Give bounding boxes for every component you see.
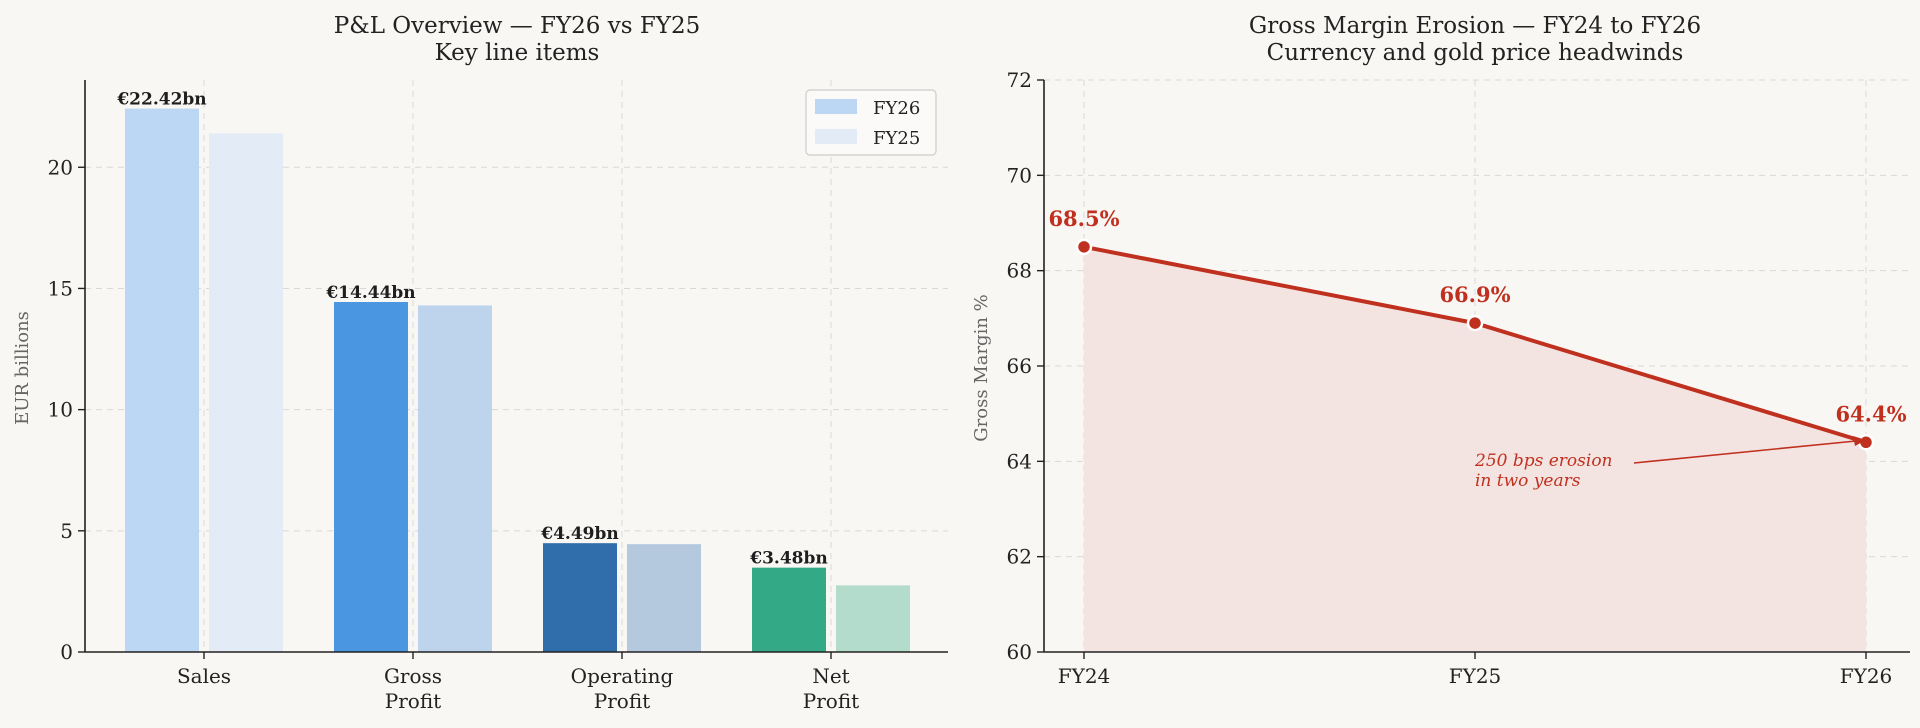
bar-fy26-2 bbox=[543, 543, 617, 652]
bar-y-tick-label: 20 bbox=[48, 155, 73, 179]
bar-chart-title: P&L Overview — FY26 vs FY25 bbox=[334, 13, 701, 39]
bar-value-label: €4.49bn bbox=[540, 524, 618, 544]
erosion-annotation: 250 bps erosion in two years bbox=[1474, 436, 1866, 491]
annotation-line-1: 250 bps erosion bbox=[1474, 451, 1613, 471]
annotation-arrowhead bbox=[1853, 436, 1866, 446]
line-y-tick-label: 66 bbox=[1007, 354, 1032, 378]
bar-y-tick-label: 0 bbox=[60, 640, 73, 664]
bar-x-tick-label: Profit bbox=[385, 689, 441, 713]
bar-y-tick-label: 5 bbox=[60, 519, 73, 543]
margin-area-fill bbox=[1084, 246, 1866, 653]
bar-chart-y-ticks: 0 5 10 15 20 bbox=[48, 155, 85, 664]
legend-swatch-fy26 bbox=[815, 99, 857, 114]
margin-point-fy25 bbox=[1466, 314, 1484, 332]
margin-point-label: 66.9% bbox=[1439, 282, 1510, 307]
bar-y-tick-label: 15 bbox=[48, 276, 73, 300]
line-chart-y-ticks: 60 62 64 66 68 70 72 bbox=[1007, 68, 1044, 664]
bar-chart-data-labels: €22.42bn €14.44bn €4.49bn €3.48bn bbox=[116, 90, 827, 569]
margin-point-fy24 bbox=[1075, 238, 1093, 256]
bar-x-tick-label: Sales bbox=[177, 664, 231, 688]
line-x-tick-label: FY26 bbox=[1840, 664, 1893, 688]
bar-fy26-0 bbox=[125, 108, 199, 653]
bar-x-tick-label: Gross bbox=[384, 664, 442, 688]
legend-label-fy26: FY26 bbox=[873, 98, 920, 119]
bar-x-tick-label: Profit bbox=[594, 689, 650, 713]
legend-label-fy25: FY25 bbox=[873, 128, 920, 149]
line-y-tick-label: 62 bbox=[1007, 545, 1032, 569]
bar-chart-bars bbox=[125, 108, 910, 653]
bar-value-label: €3.48bn bbox=[749, 549, 827, 569]
line-y-tick-label: 60 bbox=[1007, 640, 1032, 664]
bar-fy25-1 bbox=[418, 305, 492, 652]
margin-point-label: 64.4% bbox=[1835, 401, 1906, 426]
bar-value-label: €14.44bn bbox=[325, 283, 415, 303]
bar-chart-panel: P&L Overview — FY26 vs FY25 Key line ite… bbox=[12, 13, 948, 713]
margin-point-label: 68.5% bbox=[1048, 206, 1119, 231]
bar-fy25-3 bbox=[836, 585, 910, 652]
bar-fy25-2 bbox=[627, 544, 701, 652]
bar-fy25-0 bbox=[209, 133, 283, 653]
legend-swatch-fy25 bbox=[815, 129, 857, 144]
annotation-line-2: in two years bbox=[1475, 471, 1581, 491]
bar-fy26-1 bbox=[334, 302, 408, 652]
line-y-tick-label: 64 bbox=[1007, 449, 1032, 473]
bar-chart-legend: FY26 FY25 bbox=[805, 89, 937, 156]
bar-value-label: €22.42bn bbox=[116, 90, 206, 110]
bar-x-tick-label: Profit bbox=[803, 689, 859, 713]
line-y-tick-label: 70 bbox=[1007, 163, 1032, 187]
line-chart-y-axis-label: Gross Margin % bbox=[971, 294, 992, 441]
bar-fy26-3 bbox=[752, 567, 826, 652]
bar-chart-subtitle: Key line items bbox=[435, 40, 600, 66]
bar-y-tick-label: 10 bbox=[48, 398, 73, 422]
line-y-tick-label: 68 bbox=[1007, 259, 1032, 283]
line-chart-subtitle: Currency and gold price headwinds bbox=[1267, 40, 1684, 66]
bar-x-tick-label: Net bbox=[812, 664, 849, 688]
line-chart-x-ticks: FY24 FY25 FY26 bbox=[1058, 652, 1893, 688]
bar-x-tick-label: Operating bbox=[571, 664, 674, 688]
line-chart-panel: Gross Margin Erosion — FY24 to FY26 Curr… bbox=[971, 13, 1910, 688]
line-x-tick-label: FY24 bbox=[1058, 664, 1111, 688]
line-chart-data-labels: 68.5% 66.9% 64.4% bbox=[1048, 206, 1906, 426]
line-x-tick-label: FY25 bbox=[1449, 664, 1502, 688]
annotation-arrow bbox=[1633, 440, 1857, 464]
line-y-tick-label: 72 bbox=[1007, 68, 1032, 92]
bar-chart-y-axis-label: EUR billions bbox=[12, 311, 33, 425]
line-chart-title: Gross Margin Erosion — FY24 to FY26 bbox=[1249, 13, 1701, 39]
